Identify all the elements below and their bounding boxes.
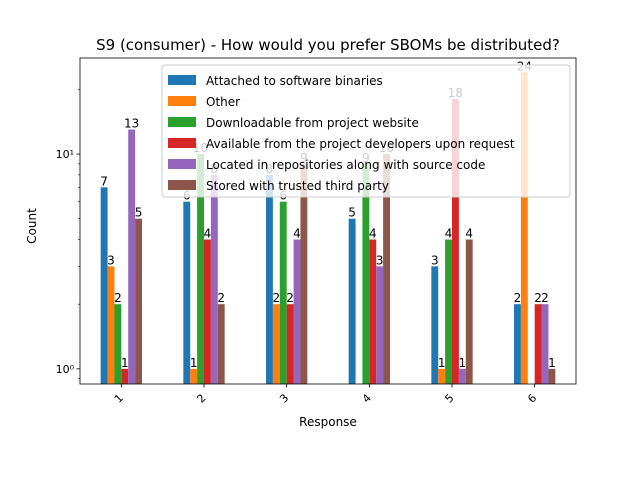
bar	[183, 201, 191, 384]
data-label: 5	[135, 206, 143, 220]
legend-entry: Downloadable from project website	[206, 116, 419, 130]
bar	[204, 239, 211, 384]
chart-title: S9 (consumer) - How would you prefer SBO…	[96, 36, 560, 54]
bar	[348, 218, 356, 384]
bar	[431, 266, 439, 384]
x-tick-label: 2	[194, 391, 208, 405]
data-label: 4	[369, 227, 377, 241]
legend-swatch	[168, 75, 196, 85]
data-label: 1	[548, 356, 556, 370]
bar	[465, 239, 473, 384]
bar	[438, 368, 446, 384]
bar	[197, 154, 204, 384]
bar	[376, 266, 384, 384]
bar	[135, 218, 142, 384]
bar	[534, 304, 542, 384]
data-label: 3	[431, 253, 439, 267]
data-label: 3	[107, 253, 115, 267]
legend-entry: Other	[206, 95, 240, 109]
axes-frame	[79, 57, 577, 385]
bar	[458, 368, 466, 384]
bar	[383, 154, 390, 384]
legend-swatch	[168, 96, 196, 106]
data-label: 2	[286, 291, 294, 305]
data-label: 1	[121, 356, 129, 370]
data-label: 4	[204, 227, 212, 241]
data-label: 2	[541, 291, 549, 305]
x-tick-label: 6	[525, 391, 539, 405]
data-label: 1	[438, 356, 446, 370]
bar	[190, 368, 198, 384]
x-tick-label: 3	[277, 391, 291, 405]
legend-entry: Stored with trusted third party	[206, 179, 389, 193]
bar	[217, 304, 225, 384]
legend: Attached to software binaries Other Downlo…	[161, 64, 571, 198]
y-tick-label: 10¹	[56, 148, 74, 161]
bar	[452, 99, 459, 384]
y-tick-label: 10⁰	[56, 363, 75, 376]
bar	[128, 129, 136, 384]
bar	[107, 266, 115, 384]
legend-entry: Located in repositories along with sourc…	[206, 158, 485, 172]
legend-swatch	[168, 117, 196, 127]
data-label: 13	[124, 117, 139, 131]
bar	[121, 368, 129, 384]
data-label: 1	[190, 356, 198, 370]
legend-swatch	[168, 159, 196, 169]
legend-entry: Attached to software binaries	[206, 74, 383, 88]
data-label: 4	[445, 227, 453, 241]
bar	[272, 304, 280, 384]
x-axis-label: Response	[299, 415, 357, 429]
bar	[293, 239, 301, 384]
y-axis-label: Count	[25, 208, 39, 244]
bar	[541, 304, 549, 384]
data-label: 4	[293, 227, 301, 241]
x-tick-label: 4	[360, 391, 374, 405]
bar	[266, 174, 273, 384]
bar	[520, 72, 528, 384]
data-label: 2	[114, 291, 122, 305]
legend-swatch	[168, 180, 196, 190]
bar	[279, 201, 287, 384]
bar	[286, 304, 294, 384]
data-label: 4	[465, 227, 473, 241]
bar	[362, 163, 370, 384]
data-label: 7	[100, 174, 108, 188]
x-tick-label: 1	[112, 391, 126, 405]
bar	[100, 187, 108, 384]
data-label: 2	[534, 291, 542, 305]
data-label: 2	[514, 291, 522, 305]
legend-swatch	[168, 138, 196, 148]
data-label: 1	[459, 356, 467, 370]
data-label: 3	[376, 253, 384, 267]
bar	[548, 368, 556, 384]
data-label: 2	[217, 291, 225, 305]
bar	[114, 304, 122, 384]
data-label: 2	[273, 291, 281, 305]
x-tick-label: 5	[442, 391, 456, 405]
legend-entry: Available from the project developers up…	[206, 137, 515, 151]
bar	[210, 174, 218, 384]
bar	[300, 163, 308, 384]
bar	[514, 304, 521, 384]
bar	[369, 239, 377, 384]
legend-box	[161, 64, 571, 198]
bar	[445, 239, 452, 384]
data-label: 5	[348, 206, 356, 220]
